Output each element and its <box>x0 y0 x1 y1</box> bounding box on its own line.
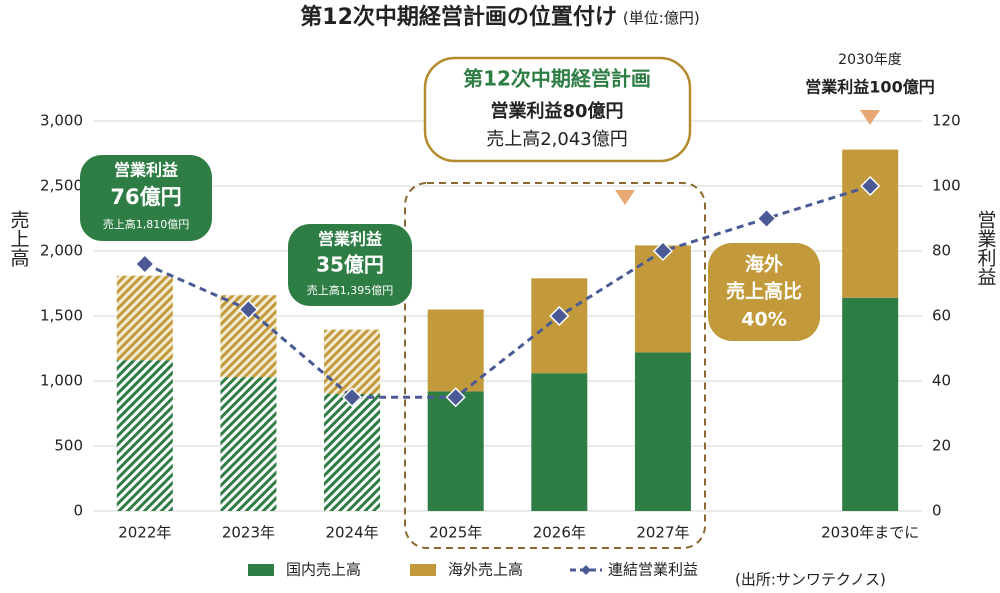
title: 第12次中期経営計画の位置付け (単位:億円) <box>300 4 699 30</box>
y2-tick-label: 60 <box>932 307 951 325</box>
y-tick-label: 2,000 <box>40 242 83 260</box>
x-tick-label: 2027年 <box>636 524 689 542</box>
marker <box>615 190 635 205</box>
annotation: 76億円 <box>110 185 181 209</box>
y-tick-label: 0 <box>73 502 83 520</box>
marker <box>860 110 880 125</box>
x-tick-label: 2025年 <box>429 524 482 542</box>
y2-tick-label: 120 <box>932 112 961 130</box>
callout-box <box>708 243 820 341</box>
y-tick-label: 3,000 <box>40 112 83 130</box>
marker <box>134 253 155 275</box>
annotation: 売上高1,810億円 <box>103 217 190 231</box>
y2-tick-label: 100 <box>932 177 961 195</box>
y2-tick-label: 80 <box>932 242 951 260</box>
y-tick-label: 1,500 <box>40 307 83 325</box>
annotation: 35億円 <box>316 253 384 277</box>
bar <box>531 373 588 511</box>
marker <box>652 240 673 262</box>
callout-box <box>80 155 212 241</box>
legend-swatch <box>581 565 591 575</box>
annotation: 売上高1,395億円 <box>307 283 394 297</box>
annotation: 40% <box>741 309 786 331</box>
annotation: 海外 <box>745 253 783 276</box>
x-tick-label: 2026年 <box>533 524 586 542</box>
y-axis-label: 売上高 <box>8 210 30 267</box>
y2-tick-label: 40 <box>932 372 951 390</box>
bar <box>116 360 173 511</box>
annotation: 第12次中期経営計画 <box>463 67 651 91</box>
bar <box>842 297 899 511</box>
bar <box>324 394 381 511</box>
marker <box>756 208 777 229</box>
marker <box>342 387 363 408</box>
x-tick-label: 2030年までに <box>821 524 919 542</box>
annotation: 営業利益 <box>114 161 178 180</box>
legend-label: 連結営業利益 <box>608 561 698 579</box>
bar <box>842 149 899 298</box>
annotation: 売上高比 <box>726 280 802 303</box>
annotation: 売上高2,043億円 <box>486 129 628 150</box>
bar <box>116 275 173 361</box>
annotation: 営業利益80億円 <box>490 100 623 122</box>
legend-label: 国内売上高 <box>286 561 361 579</box>
annotation: 2030年度 <box>838 52 902 68</box>
legend-swatch <box>410 564 436 576</box>
chart-title: 第12次中期経営計画の位置付け <box>300 4 617 30</box>
y2-axis-label: 営業利益 <box>975 210 997 286</box>
marker <box>860 175 881 197</box>
legend: 国内売上高 海外売上高 連結営業利益 <box>248 561 698 579</box>
y-tick-label: 2,500 <box>40 177 83 195</box>
bar <box>220 377 277 511</box>
bar <box>427 309 484 392</box>
plan-frame <box>404 182 706 549</box>
plot: 0 500 1,000 1,500 2,000 2,500 3,000 0 20 40 60 80 10… <box>40 112 961 542</box>
callout-box <box>288 224 412 306</box>
y-tick-label: 1,000 <box>40 372 83 390</box>
x-tick-label: 2024年 <box>325 524 378 542</box>
bar <box>634 245 691 353</box>
y2-tick-label: 0 <box>932 502 942 520</box>
annotation: 営業利益100億円 <box>805 78 934 97</box>
bar <box>324 329 381 394</box>
marker <box>549 305 570 327</box>
source: (出所:サンワテクノス) <box>735 571 886 589</box>
marker <box>445 387 466 408</box>
x-tick-label: 2023年 <box>222 524 275 542</box>
y-tick-label: 500 <box>54 437 83 455</box>
bar <box>634 352 691 511</box>
legend-label: 海外売上高 <box>448 561 523 579</box>
legend-swatch <box>248 564 274 576</box>
line <box>144 184 871 399</box>
annotation: 営業利益 <box>318 230 382 249</box>
bar <box>427 391 484 511</box>
marker <box>238 299 259 320</box>
plan-box <box>423 56 692 163</box>
y2-tick-label: 20 <box>932 437 951 455</box>
chart-subtitle: (単位:億円) <box>623 9 700 27</box>
x-tick-label: 2022年 <box>118 524 171 542</box>
